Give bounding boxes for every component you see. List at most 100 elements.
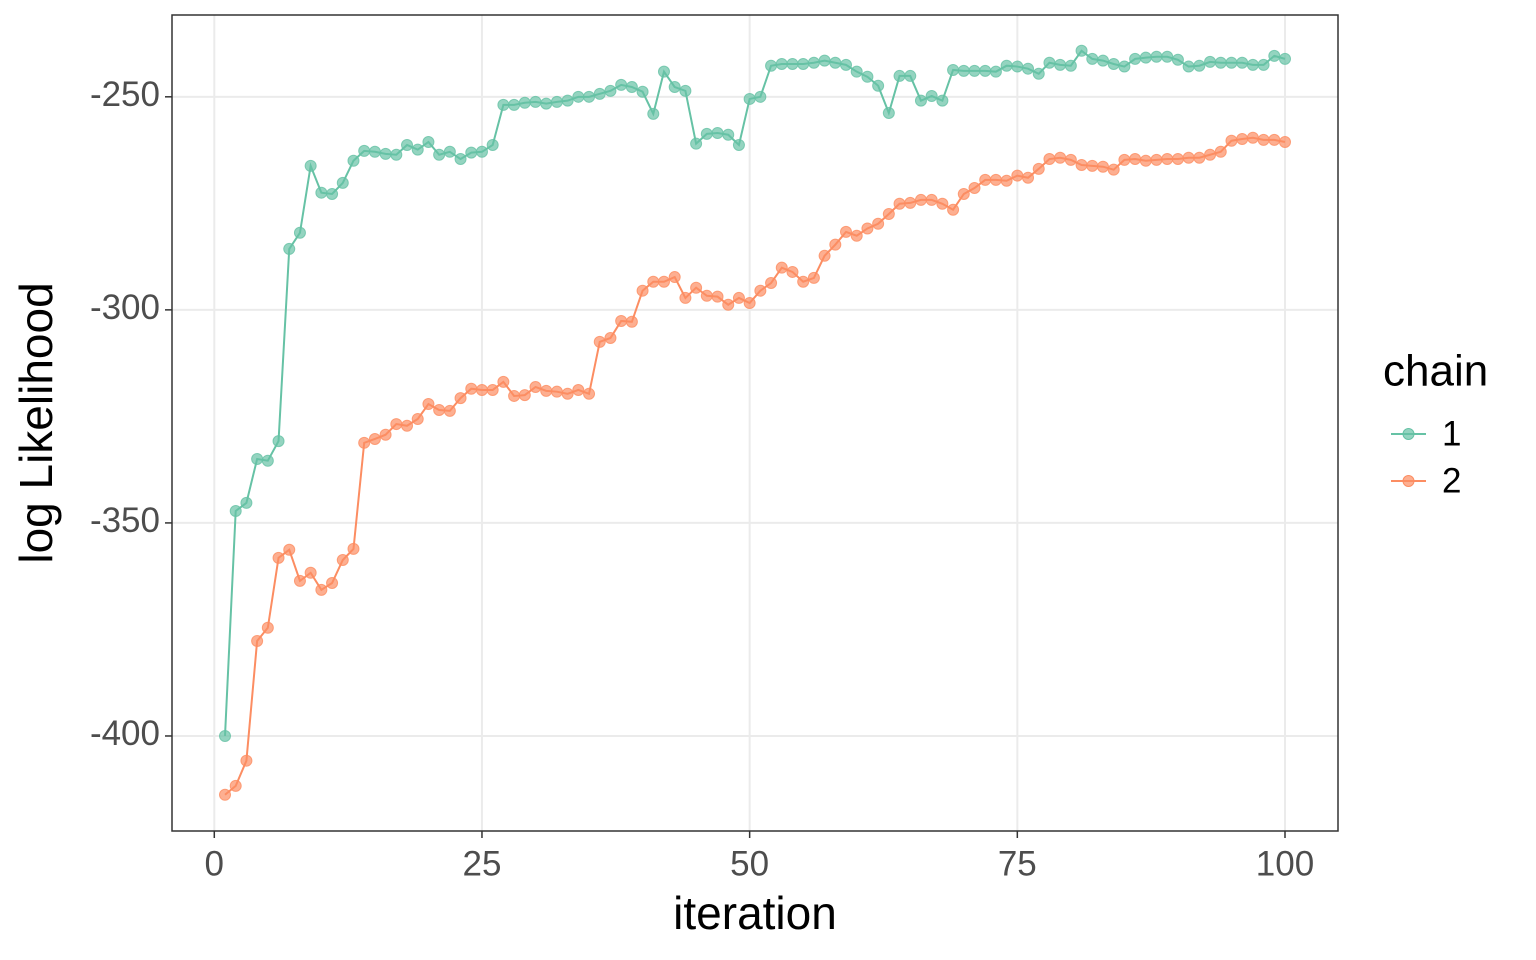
data-point [657,275,670,288]
data-point [625,81,638,94]
data-point [807,271,820,284]
data-point [475,145,488,158]
data-point [1054,151,1067,164]
data-point [732,138,745,151]
data-point [550,95,563,108]
data-point [604,331,617,344]
data-point [775,58,788,71]
data-point [754,90,767,103]
x-tick-label: 75 [998,844,1037,883]
data-point [1096,54,1109,67]
data-point [304,159,317,172]
data-point [583,90,596,103]
data-point [518,96,531,109]
data-point [647,107,660,120]
data-point [1257,133,1270,146]
data-point [807,56,820,69]
data-point [1268,133,1281,146]
data-point [550,385,563,398]
data-point [583,387,596,400]
data-point [1193,59,1206,72]
data-point [1064,59,1077,72]
data-point [529,380,542,393]
data-point [443,145,456,158]
data-point [508,98,521,111]
data-point [861,222,874,235]
legend-label: 2 [1442,461,1461,500]
data-point [711,290,724,303]
data-point [347,154,360,167]
data-point [679,291,692,304]
data-point [379,147,392,160]
data-point [283,242,296,255]
data-point [797,275,810,288]
data-point [1268,49,1281,62]
data-point [326,187,339,200]
data-point [1171,153,1184,166]
data-point [904,196,917,209]
data-point [914,193,927,206]
x-axis-title: iteration [673,887,837,939]
data-point [914,94,927,107]
data-point [700,289,713,302]
data-point [358,144,371,157]
data-point [700,127,713,140]
data-point [818,54,831,67]
data-point [1000,174,1013,187]
data-point [1054,58,1067,71]
data-point [1043,56,1056,69]
data-point [786,58,799,71]
data-point [219,729,231,742]
data-point [1075,158,1088,171]
data-point [572,90,585,103]
data-point [615,314,628,327]
data-point [936,94,949,107]
data-point [861,70,874,83]
data-point [347,542,360,555]
y-tick-label: -300 [90,288,160,327]
data-point [968,64,981,77]
data-point [272,551,285,564]
data-point [989,173,1002,186]
data-point [979,64,992,77]
y-tick-label: -350 [90,501,160,540]
data-point [711,127,724,140]
data-point [1011,169,1024,182]
data-point [1118,153,1131,166]
data-point [754,284,767,297]
data-point [390,418,403,431]
data-point [261,621,274,634]
data-point [829,56,842,69]
data-point [497,375,510,388]
data-point [925,89,938,102]
legend-key-point [1402,475,1415,487]
data-point [1043,153,1056,166]
data-point [818,249,831,262]
data-point [336,176,349,189]
data-point [1032,67,1045,80]
y-tick-label: -250 [90,75,160,114]
data-point [668,271,681,284]
data-point [765,277,778,290]
data-point [1161,50,1174,63]
data-point [636,85,649,98]
data-point [293,574,306,587]
data-point [379,428,392,441]
data-point [1150,153,1163,166]
data-point [251,634,264,647]
data-point [422,398,435,411]
data-point [872,79,885,92]
data-point [336,553,349,566]
data-point [1246,58,1259,71]
data-point [401,419,414,432]
data-point [957,64,970,77]
data-point [422,135,435,148]
data-point [1204,148,1217,161]
data-point [1246,131,1259,144]
data-point [443,404,456,417]
data-point [968,182,981,195]
data-point [1129,52,1142,65]
y-axis-title: log Likelihood [10,282,62,563]
data-point [229,779,242,792]
data-point [261,454,274,467]
